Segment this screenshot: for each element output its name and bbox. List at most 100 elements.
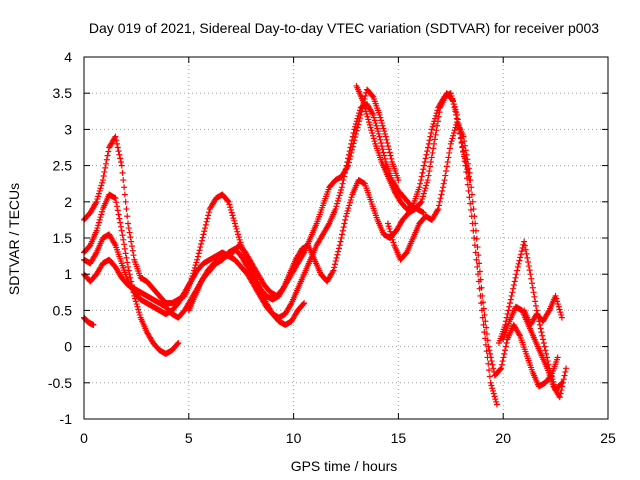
data-point bbox=[363, 111, 370, 118]
data-point bbox=[99, 179, 106, 186]
data-point bbox=[516, 331, 523, 338]
x-tick-label: 5 bbox=[185, 430, 193, 446]
data-point bbox=[379, 122, 386, 129]
data-point bbox=[433, 110, 440, 117]
data-point bbox=[445, 154, 452, 161]
data-point bbox=[349, 146, 356, 153]
data-point bbox=[128, 238, 135, 245]
data-point bbox=[343, 213, 349, 220]
data-point bbox=[115, 148, 122, 155]
data-point bbox=[204, 215, 211, 222]
data-points bbox=[81, 82, 570, 408]
y-axis-label: SDTVAR / TECUs bbox=[6, 183, 22, 295]
data-point bbox=[174, 340, 181, 347]
data-point bbox=[483, 324, 490, 331]
data-point bbox=[94, 225, 101, 232]
data-point bbox=[377, 114, 384, 121]
data-point bbox=[384, 220, 391, 227]
data-point bbox=[337, 189, 344, 196]
data-point bbox=[356, 115, 363, 122]
data-point bbox=[336, 242, 343, 249]
data-point bbox=[514, 267, 521, 274]
data-point bbox=[386, 149, 393, 156]
data-point bbox=[335, 195, 342, 202]
series-sat-k bbox=[81, 314, 97, 328]
data-point bbox=[558, 314, 565, 321]
y-tick-label: 1.5 bbox=[53, 230, 73, 246]
data-point bbox=[521, 242, 528, 249]
data-point bbox=[508, 292, 515, 299]
data-point bbox=[555, 303, 562, 310]
data-point bbox=[345, 159, 352, 166]
data-point bbox=[346, 156, 353, 163]
data-point bbox=[421, 158, 428, 165]
data-point bbox=[382, 155, 389, 162]
data-point bbox=[362, 105, 369, 112]
data-point bbox=[470, 206, 477, 213]
data-point bbox=[420, 166, 427, 173]
data-point bbox=[526, 267, 533, 274]
data-point bbox=[540, 339, 547, 346]
data-point bbox=[432, 131, 439, 138]
data-point bbox=[477, 276, 484, 283]
data-point bbox=[329, 268, 336, 275]
data-point bbox=[227, 206, 234, 213]
data-point bbox=[346, 199, 353, 206]
data-point bbox=[347, 153, 354, 160]
data-point bbox=[461, 142, 468, 149]
data-point bbox=[464, 181, 471, 188]
data-point bbox=[431, 140, 438, 147]
data-point bbox=[489, 387, 496, 394]
data-point bbox=[559, 383, 566, 390]
data-point bbox=[229, 212, 236, 219]
data-point bbox=[376, 111, 383, 118]
data-point bbox=[450, 98, 457, 105]
data-point bbox=[226, 201, 233, 208]
data-point bbox=[489, 385, 496, 392]
data-point bbox=[510, 285, 517, 292]
data-point bbox=[558, 311, 565, 318]
data-point bbox=[498, 361, 505, 368]
data-point bbox=[465, 160, 472, 167]
series-sat-h bbox=[496, 238, 565, 394]
data-point bbox=[432, 115, 439, 122]
data-point bbox=[132, 298, 139, 305]
data-point bbox=[563, 365, 570, 372]
data-point bbox=[446, 149, 453, 156]
data-point bbox=[112, 133, 119, 140]
data-point bbox=[330, 267, 337, 274]
data-point bbox=[517, 254, 524, 261]
data-point bbox=[476, 260, 483, 267]
data-point bbox=[443, 168, 450, 175]
data-point bbox=[201, 228, 208, 235]
data-point bbox=[486, 373, 493, 380]
data-point bbox=[529, 284, 536, 291]
data-point bbox=[443, 163, 450, 170]
data-point bbox=[427, 158, 434, 165]
data-point bbox=[521, 238, 528, 245]
data-point bbox=[345, 205, 352, 212]
data-point bbox=[518, 251, 525, 258]
data-point bbox=[442, 172, 449, 179]
data-point bbox=[94, 196, 101, 203]
data-point bbox=[428, 126, 435, 133]
data-point bbox=[515, 260, 522, 267]
data-point bbox=[384, 139, 391, 146]
y-tick-label: 0 bbox=[64, 339, 72, 355]
data-point bbox=[364, 113, 371, 120]
data-point bbox=[352, 130, 359, 137]
data-point bbox=[93, 198, 100, 205]
data-point bbox=[513, 271, 520, 278]
data-point bbox=[426, 168, 433, 175]
data-point bbox=[343, 210, 350, 217]
data-point bbox=[118, 227, 125, 234]
data-point bbox=[118, 162, 125, 169]
data-point bbox=[387, 152, 394, 159]
data-point bbox=[424, 148, 431, 155]
data-point bbox=[193, 259, 200, 266]
data-point bbox=[95, 190, 102, 197]
data-point bbox=[102, 164, 109, 171]
data-point bbox=[117, 158, 124, 165]
y-tick-label: 0.5 bbox=[53, 302, 73, 318]
